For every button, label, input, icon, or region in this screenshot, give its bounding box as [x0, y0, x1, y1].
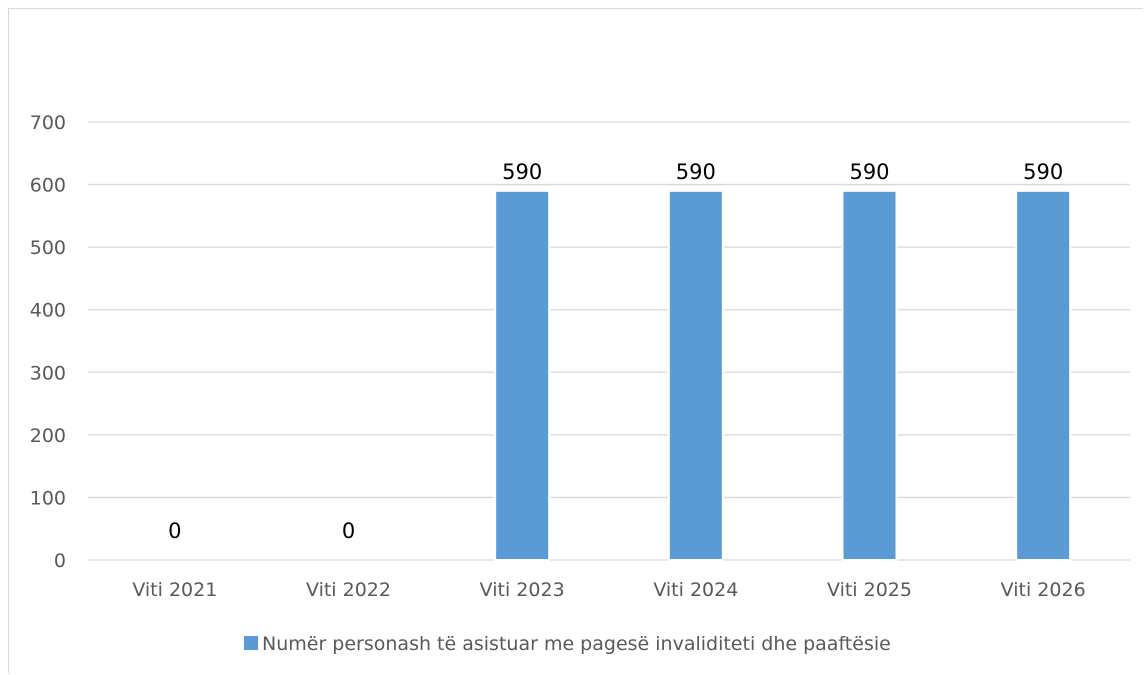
x-axis-tick-labels: Viti 2021 Viti 2022 Viti 2023 Viti 2024 Viti…: [132, 579, 1085, 601]
x-tick-label: Viti 2026: [1001, 579, 1086, 601]
y-tick-label: 0: [54, 550, 66, 572]
gridlines: [88, 121, 1130, 561]
bar: [667, 189, 724, 561]
bar: [494, 189, 551, 561]
y-tick-label: 600: [30, 175, 66, 197]
data-label: 590: [849, 160, 889, 184]
legend-label: Numër personash të asistuar me pagesë in…: [262, 633, 891, 655]
chart-frame: [8, 8, 1143, 673]
y-tick-label: 100: [30, 487, 66, 509]
x-tick-label: Viti 2024: [653, 579, 738, 601]
legend-swatch: [244, 636, 258, 650]
y-tick-label: 200: [30, 425, 66, 447]
y-tick-label: 500: [30, 237, 66, 259]
x-tick-label: Viti 2025: [827, 579, 912, 601]
bar: [1015, 189, 1072, 561]
x-tick-label: Viti 2022: [306, 579, 391, 601]
data-label: 590: [1023, 160, 1063, 184]
data-labels: 0 0 590 590 590 590: [168, 160, 1063, 543]
y-tick-label: 300: [30, 362, 66, 384]
x-tick-label: Viti 2023: [480, 579, 565, 601]
bars: [494, 189, 1072, 561]
y-tick-label: 700: [30, 112, 66, 134]
legend: Numër personash të asistuar me pagesë in…: [244, 633, 891, 655]
y-axis-tick-labels: 0 100 200 300 400 500 600 700: [30, 112, 66, 572]
bar: [841, 189, 898, 561]
data-label: 0: [168, 519, 181, 543]
y-tick-label: 400: [30, 300, 66, 322]
data-label: 0: [342, 519, 355, 543]
x-tick-label: Viti 2021: [132, 579, 217, 601]
data-label: 590: [502, 160, 542, 184]
data-label: 590: [676, 160, 716, 184]
